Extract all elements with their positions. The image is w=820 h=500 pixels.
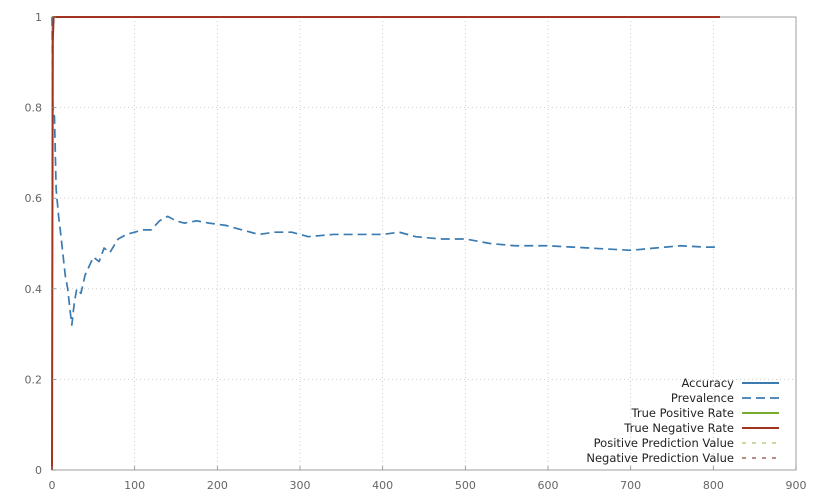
y-tick-label: 0.2 <box>25 373 43 386</box>
legend-label: Positive Prediction Value <box>594 436 734 450</box>
series-line-true-negative-rate <box>51 16 720 471</box>
legend-label: Negative Prediction Value <box>586 451 734 465</box>
y-tick-label: 0.8 <box>25 102 43 115</box>
x-tick-label: 700 <box>620 479 641 492</box>
grid <box>52 17 796 470</box>
x-tick-label: 200 <box>207 479 228 492</box>
x-tick-label: 600 <box>538 479 559 492</box>
x-tick-label: 800 <box>703 479 724 492</box>
x-tick-label: 500 <box>455 479 476 492</box>
x-tick-label: 900 <box>786 479 807 492</box>
series-line-negative-prediction-value <box>51 16 720 471</box>
series-lines <box>51 16 720 471</box>
legend-label: Prevalence <box>671 391 734 405</box>
legend-label: True Positive Rate <box>631 406 734 420</box>
y-tick-label: 0.6 <box>25 192 43 205</box>
x-tick-label: 0 <box>49 479 56 492</box>
x-tick-label: 300 <box>290 479 311 492</box>
axis-ticks: 0 100 200 300 400 500 600 700 800 900 0 0.2 0.4 0.6 0.… <box>25 11 807 492</box>
x-tick-label: 100 <box>124 479 145 492</box>
y-tick-label: 0.4 <box>25 283 43 296</box>
x-tick-label: 400 <box>372 479 393 492</box>
y-tick-label: 0 <box>35 464 42 477</box>
legend-label: True Negative Rate <box>623 421 734 435</box>
y-tick-label: 1 <box>35 11 42 24</box>
legend-label: Accuracy <box>681 376 734 390</box>
series-line-prevalence <box>51 16 720 326</box>
